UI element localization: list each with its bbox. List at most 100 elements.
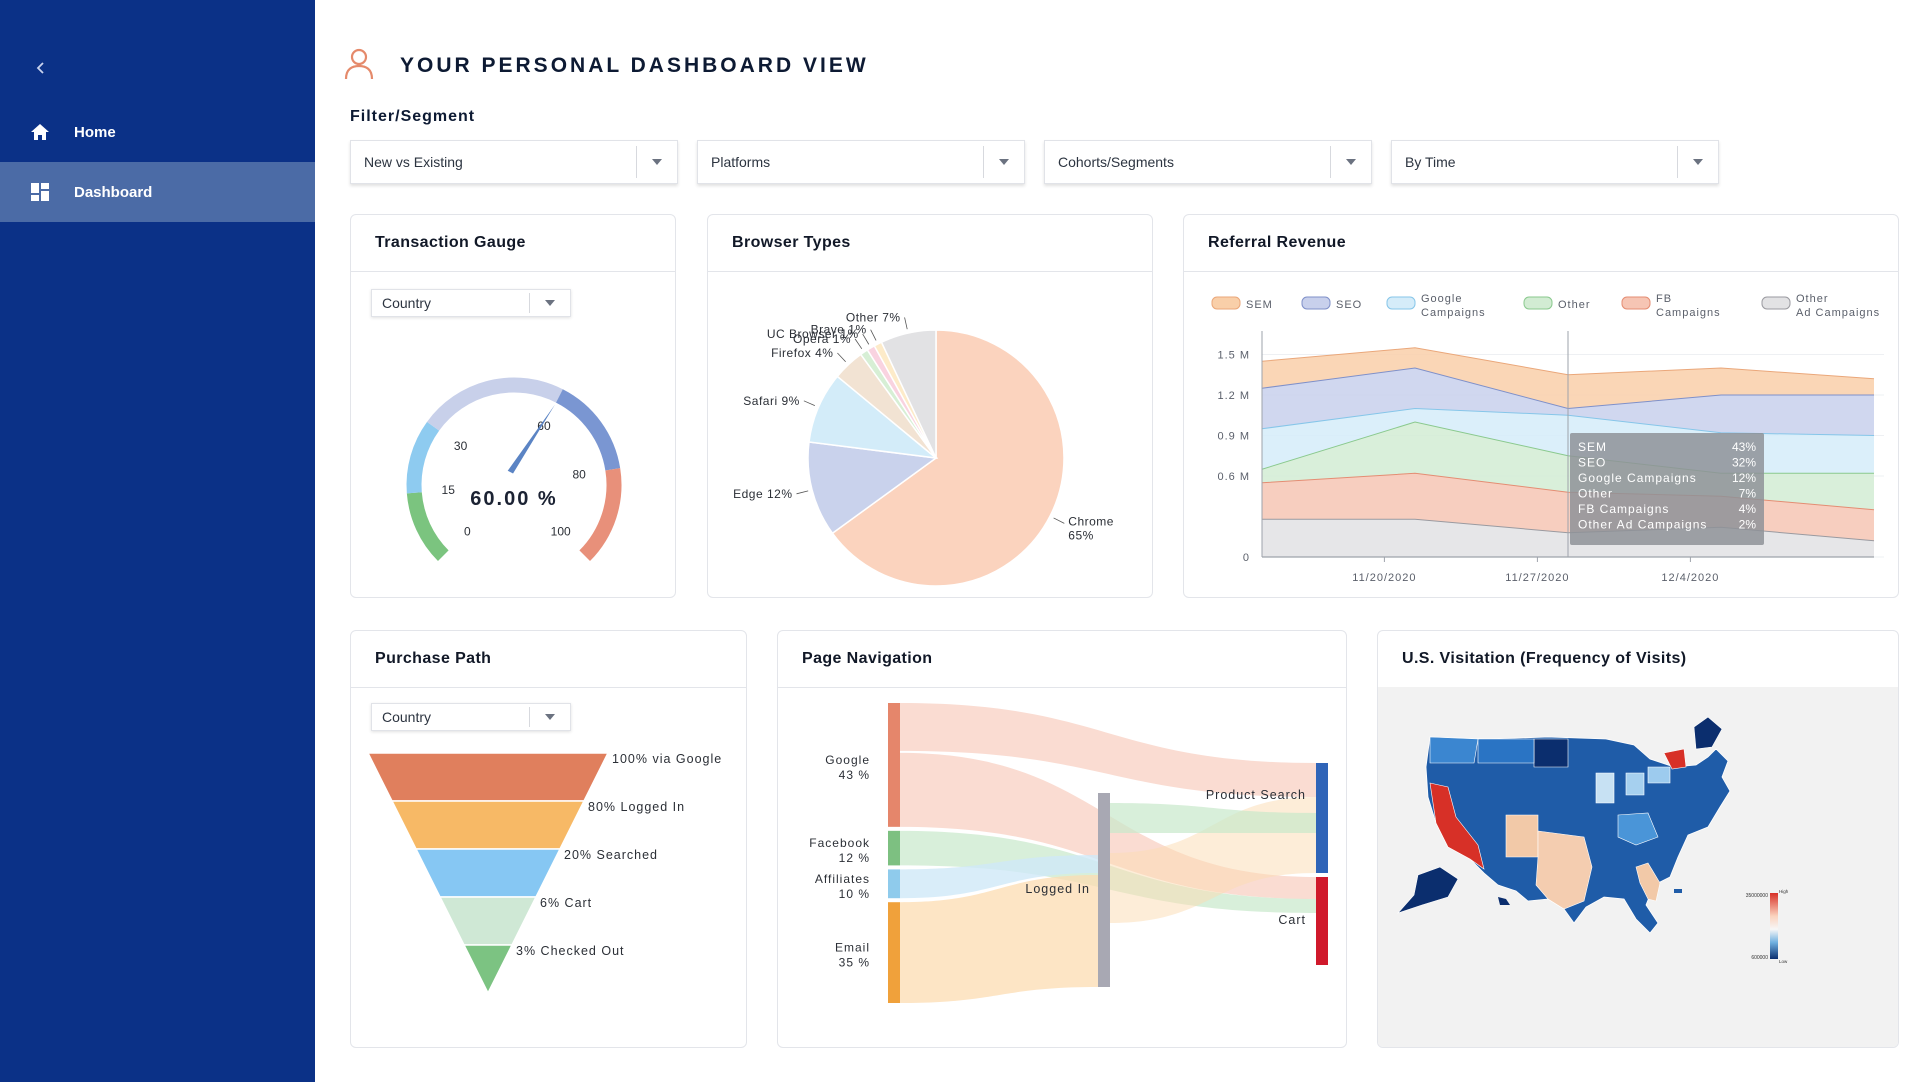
- chevron-left-icon[interactable]: [28, 55, 54, 81]
- state-montana[interactable]: [1477, 738, 1535, 764]
- sankey-link-logged-search-green[interactable]: [1110, 803, 1316, 833]
- filter-cohorts-select[interactable]: Cohorts/Segments: [1044, 140, 1372, 184]
- sankey-node-pct: 12 %: [839, 851, 870, 865]
- pie-leader-line: [870, 329, 877, 341]
- pie-leader-line: [904, 317, 908, 330]
- referral-area-chart: SEM SEO Google Campaigns Other FB Campaigns Oth…: [1211, 293, 1884, 584]
- chart-tooltip: [1570, 433, 1764, 545]
- sankey-node-cart[interactable]: [1316, 877, 1328, 965]
- legend-swatch[interactable]: [1523, 296, 1553, 310]
- sankey-link-google-search[interactable]: [900, 703, 1316, 797]
- card-title: Purchase Path: [351, 631, 746, 688]
- sankey-link-email[interactable]: [900, 875, 1098, 1003]
- legend-label: FB: [1656, 293, 1672, 305]
- sankey-node-email[interactable]: [888, 902, 900, 1003]
- state-new-york[interactable]: [1663, 748, 1687, 770]
- sankey-node-label: Google: [825, 753, 870, 767]
- pie-label: Opera 1%: [793, 332, 851, 346]
- gauge-tick-label: 30: [454, 439, 468, 453]
- sidebar-item-dashboard[interactable]: Dashboard: [0, 162, 315, 222]
- gauge-needle: [507, 404, 555, 474]
- funnel-stage[interactable]: [414, 848, 562, 898]
- state-pennsylvania[interactable]: [1647, 766, 1671, 784]
- gauge-tick-label: 0: [464, 525, 471, 539]
- area-series-seo[interactable]: [1262, 368, 1874, 436]
- sankey-node-label: Email: [835, 941, 870, 955]
- legend-swatch[interactable]: [1211, 296, 1241, 310]
- funnel-stage-label: 20% Searched: [564, 848, 658, 862]
- sidebar-item-label: Home: [74, 123, 116, 141]
- sankey-node-google[interactable]: [888, 703, 900, 827]
- funnel-stage[interactable]: [390, 800, 586, 850]
- state-alaska[interactable]: [1397, 866, 1459, 914]
- sankey-node-pct: 43 %: [839, 768, 870, 782]
- legend-label: Campaigns: [1656, 307, 1721, 319]
- sankey-node-product-search[interactable]: [1316, 763, 1328, 873]
- sankey-node-label: Product Search: [1206, 788, 1306, 802]
- funnel-stage-label: 3% Checked Out: [516, 944, 625, 958]
- y-tick-label: 0.9 M: [1217, 431, 1250, 443]
- filter-platforms-select[interactable]: Platforms: [697, 140, 1025, 184]
- state-texas[interactable]: [1535, 830, 1593, 910]
- state-florida[interactable]: [1635, 862, 1661, 902]
- sidebar-item-home[interactable]: Home: [0, 102, 315, 162]
- card-title: Page Navigation: [778, 631, 1346, 688]
- state-illinois[interactable]: [1595, 772, 1615, 804]
- gauge-band-0: [406, 492, 449, 562]
- funnel-stage[interactable]: [438, 896, 538, 946]
- chevron-down-icon: [530, 714, 570, 720]
- browser-types-card: Browser Types Chrome 65% Edge 12% Safari 9%…: [707, 214, 1153, 598]
- x-tick-label: 12/4/2020: [1661, 572, 1719, 584]
- legend-swatch[interactable]: [1386, 296, 1416, 310]
- sankey-link-affiliates[interactable]: [900, 855, 1098, 899]
- state-hawaii[interactable]: [1498, 897, 1510, 905]
- state-ohio[interactable]: [1625, 772, 1645, 796]
- pie-leader-line: [854, 338, 863, 350]
- filter-by-time-select[interactable]: By Time: [1391, 140, 1719, 184]
- filter-new-vs-existing-select[interactable]: New vs Existing: [350, 140, 678, 184]
- gauge-value-label: 60.00 %: [470, 488, 557, 510]
- state-south[interactable]: [1617, 812, 1659, 846]
- tooltip-row-name: SEO: [1578, 456, 1606, 470]
- state-new-mexico[interactable]: [1505, 814, 1539, 858]
- sankey-node-affiliates[interactable]: [888, 869, 900, 899]
- pie-slice-edge[interactable]: [807, 441, 938, 535]
- sankey-node-label: Affiliates: [815, 872, 870, 886]
- gauge-country-select[interactable]: Country: [371, 289, 571, 317]
- gauge-band-2: [427, 377, 563, 431]
- state-north-dakota[interactable]: [1533, 738, 1569, 768]
- state-california[interactable]: [1429, 782, 1485, 870]
- sankey-node-logged-in[interactable]: [1098, 793, 1110, 987]
- pie-slice-chrome[interactable]: [831, 329, 1065, 587]
- pie-label: Other 7%: [846, 310, 901, 324]
- tooltip-row-value: 43%: [1732, 440, 1756, 454]
- filter-segment-label: Filter/Segment: [350, 108, 476, 125]
- state-washington[interactable]: [1429, 736, 1479, 764]
- sankey-node-pct: 10 %: [839, 887, 870, 901]
- funnel-stage[interactable]: [462, 944, 514, 995]
- pie-slice-other[interactable]: [880, 329, 937, 459]
- legend-label: SEM: [1246, 299, 1273, 311]
- x-tick-label: 11/20/2020: [1352, 572, 1416, 584]
- legend-label: Ad Campaigns: [1796, 307, 1880, 319]
- sankey-node-facebook[interactable]: [888, 830, 900, 866]
- legend-swatch[interactable]: [1621, 296, 1651, 310]
- chevron-down-icon: [530, 300, 570, 306]
- funnel-stage[interactable]: [366, 752, 610, 802]
- purchase-country-select[interactable]: Country: [371, 703, 571, 731]
- transaction-gauge-card: Transaction Gauge Country 0 15 30 60 80 100 60…: [350, 214, 676, 598]
- gauge-chart: 0 15 30 60 80 100 60.00 %: [406, 377, 622, 562]
- main-content: YOUR PERSONAL DASHBOARD VIEW Filter/Segm…: [315, 0, 1920, 1082]
- gauge-tick-label: 80: [573, 468, 587, 482]
- legend-swatch[interactable]: [1301, 296, 1331, 310]
- state-maine[interactable]: [1693, 716, 1723, 750]
- sidebar-item-label: Dashboard: [74, 183, 153, 201]
- pie-leader-line: [796, 490, 809, 495]
- pie-label: Safari 9%: [743, 394, 800, 408]
- legend-swatch[interactable]: [1761, 296, 1791, 310]
- card-title: U.S. Visitation (Frequency of Visits): [1378, 631, 1898, 688]
- state-puerto-rico[interactable]: [1674, 889, 1682, 893]
- us-visitation-card: U.S. Visitation (Frequency of Visits): [1377, 630, 1899, 1048]
- purchase-path-card: Purchase Path Country 100% via Google 80%…: [350, 630, 747, 1048]
